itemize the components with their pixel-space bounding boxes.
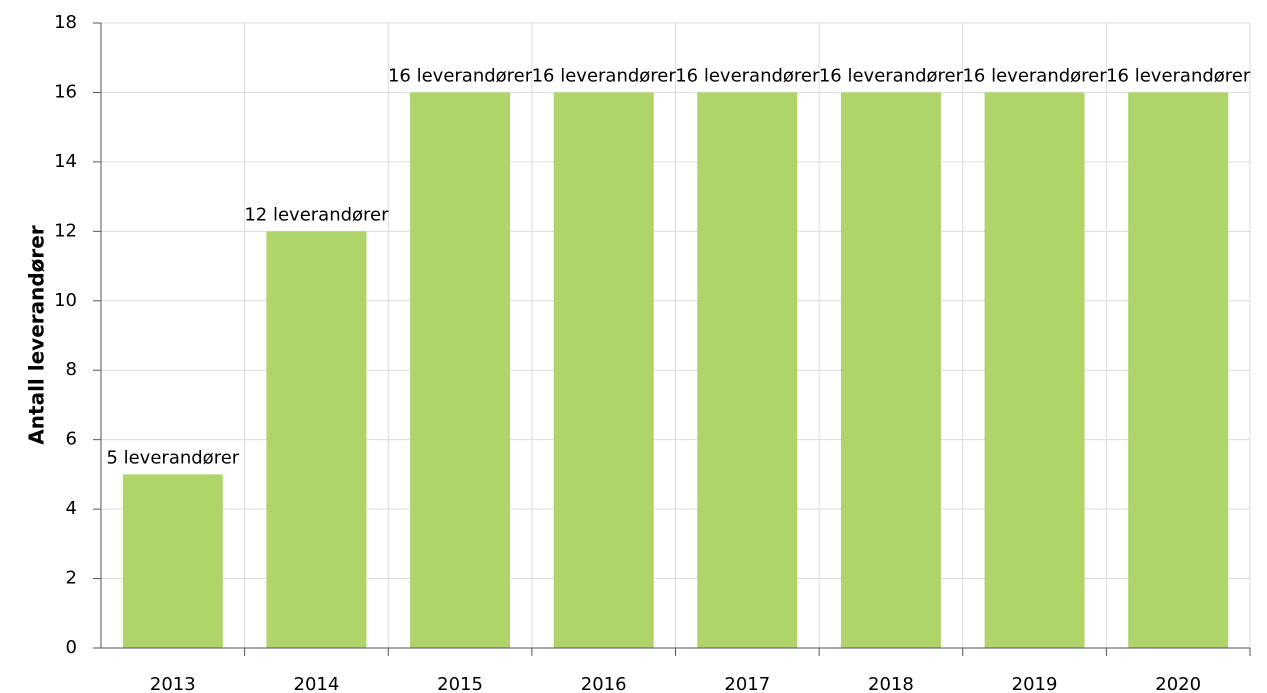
y-tick-label: 14 (54, 151, 77, 172)
data-label: 16 leverandører (675, 65, 820, 86)
y-tick-label: 4 (66, 498, 77, 519)
bar (266, 231, 367, 649)
x-tick-label: 2017 (724, 674, 770, 693)
data-label: 16 leverandører (532, 65, 677, 86)
y-tick-label: 12 (54, 220, 77, 241)
bar (553, 92, 654, 648)
x-tick-label: 2015 (437, 674, 483, 693)
y-tick-label: 8 (66, 359, 77, 380)
x-tick-label: 2014 (294, 674, 340, 693)
x-tick-label: 2019 (1012, 674, 1058, 693)
y-tick-label: 16 (54, 81, 77, 102)
y-tick-label: 18 (54, 12, 77, 33)
bar (697, 92, 798, 648)
y-tick-label: 0 (66, 637, 77, 658)
x-tick-label: 2018 (868, 674, 914, 693)
x-tick-label: 2020 (1155, 674, 1201, 693)
y-tick-label: 2 (66, 568, 77, 589)
data-label: 12 leverandører (244, 204, 389, 225)
bar (410, 92, 511, 648)
bar (984, 92, 1085, 648)
x-tick-label: 2016 (581, 674, 627, 693)
x-tick-label: 2013 (150, 674, 196, 693)
data-label: 16 leverandører (1106, 65, 1251, 86)
data-label: 16 leverandører (819, 65, 964, 86)
y-tick-label: 6 (66, 429, 77, 450)
data-label: 5 leverandører (106, 447, 239, 468)
bar (122, 474, 223, 648)
data-label: 16 leverandører (962, 65, 1107, 86)
y-axis-label: Antall leverandører (25, 225, 49, 445)
data-label: 16 leverandører (388, 65, 533, 86)
y-tick-label: 10 (54, 290, 77, 311)
bar (1128, 92, 1229, 648)
bar (840, 92, 941, 648)
